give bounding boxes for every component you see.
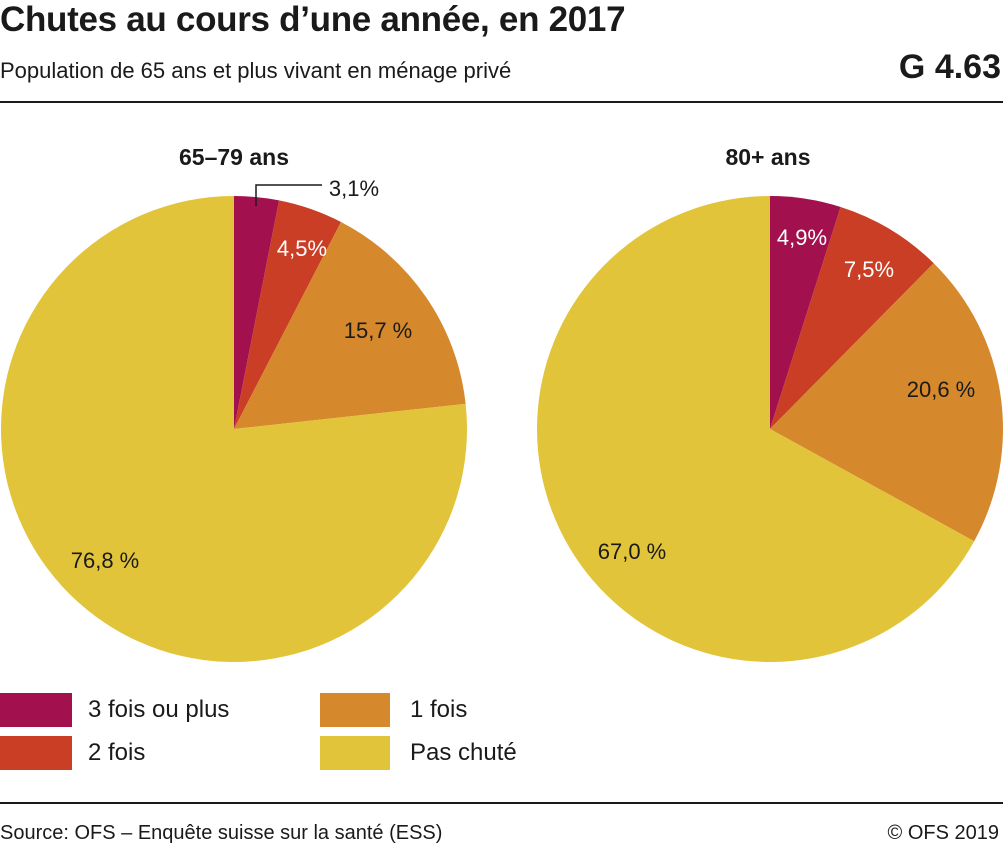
pie-slice [0, 196, 467, 662]
legend-swatch [320, 736, 390, 770]
slice-label: 76,8 % [71, 548, 140, 573]
legend-item-3-fois: 3 fois ou plus [0, 693, 229, 727]
slice-label: 20,6 % [907, 377, 976, 402]
legend-label: 3 fois ou plus [88, 696, 230, 723]
legend-swatch [0, 736, 72, 770]
pie-slice [770, 206, 934, 429]
source-note: Source: OFS – Enquête suisse sur la sant… [0, 822, 443, 844]
pie-slice [770, 196, 841, 429]
legend-label: 1 fois [410, 696, 468, 723]
slice-label: 67,0 % [598, 539, 667, 564]
chart-subtitle: Population de 65 ans et plus vivant en m… [0, 58, 512, 83]
slice-label: 7,5% [844, 257, 894, 282]
pie-title: 80+ ans [725, 144, 810, 170]
pie-slice [234, 222, 466, 429]
legend-item-pas-chute: Pas chuté [320, 736, 517, 770]
pie-charts: 65–79 ans 3,1% 4,5% 15,7 % 76,8 % 80+ ans 4,9%… [0, 144, 1003, 662]
slice-label: 3,1% [329, 176, 379, 201]
slice-label: 4,5% [277, 236, 327, 261]
pie-slice [536, 196, 975, 662]
chart-title: Chutes au cours d’une année, en 2017 [0, 0, 626, 39]
legend-swatch [0, 693, 72, 727]
figure-code: G 4.63 [898, 48, 1001, 86]
legend-item-1-fois: 1 fois [320, 693, 467, 727]
pie-slice [770, 263, 1003, 542]
top-divider [0, 101, 1003, 103]
legend-item-2-fois: 2 fois [0, 736, 145, 770]
bottom-divider [0, 802, 1003, 804]
legend-swatch [320, 693, 390, 727]
legend-label: 2 fois [88, 739, 146, 766]
legend-label: Pas chuté [410, 739, 517, 766]
leader-line [255, 184, 322, 206]
slice-label: 4,9% [777, 225, 827, 250]
slice-label: 15,7 % [344, 318, 413, 343]
pie-slice [234, 200, 341, 429]
copyright-note: © OFS 2019 [887, 822, 999, 844]
pie-title: 65–79 ans [179, 144, 289, 170]
pie-slice [234, 196, 280, 429]
